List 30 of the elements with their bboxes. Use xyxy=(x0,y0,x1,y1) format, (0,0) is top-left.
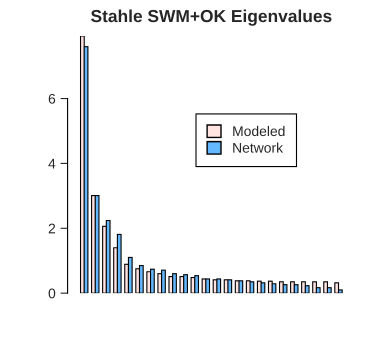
bar xyxy=(294,284,299,294)
y-tick-label: 0 xyxy=(48,288,56,298)
bar xyxy=(227,279,232,294)
bar xyxy=(172,273,177,294)
bar xyxy=(194,275,200,294)
bar xyxy=(94,194,100,294)
y-tick-label: 2 xyxy=(48,224,56,234)
bar xyxy=(282,284,288,294)
bar xyxy=(312,281,317,294)
bar xyxy=(260,282,266,294)
bar xyxy=(183,274,188,294)
bar xyxy=(250,281,254,294)
bar xyxy=(138,265,144,294)
bar xyxy=(334,282,340,294)
bar xyxy=(128,256,133,294)
bar xyxy=(238,280,244,294)
y-tick-label: 4 xyxy=(48,158,56,168)
bar xyxy=(106,220,111,294)
bar xyxy=(272,283,276,294)
legend-label: Network xyxy=(233,142,284,153)
bar xyxy=(150,268,155,294)
legend-label: Modeled xyxy=(233,126,284,136)
chart-title: Stahle SWM+OK Eigenvalues xyxy=(91,9,332,26)
bar xyxy=(161,270,166,294)
bar xyxy=(205,278,210,294)
bar xyxy=(304,285,310,294)
bar xyxy=(323,281,328,294)
bar xyxy=(116,234,122,294)
bar xyxy=(216,278,222,294)
y-tick-label: 6 xyxy=(48,94,56,104)
